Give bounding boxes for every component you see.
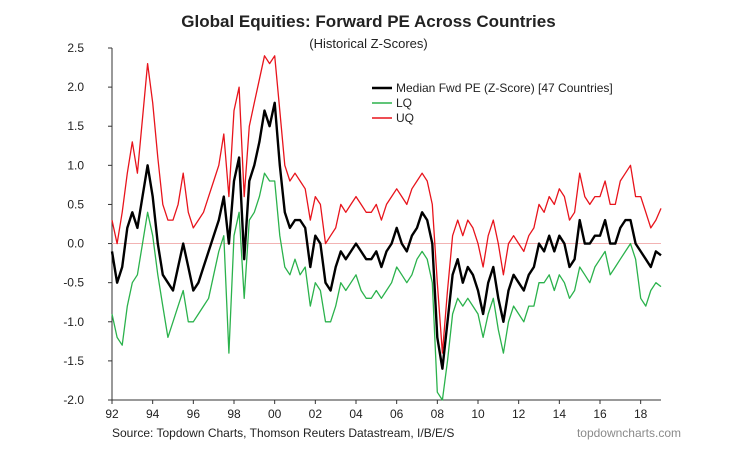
y-tick-label: 1.5 bbox=[67, 119, 84, 133]
x-tick-label: 16 bbox=[593, 407, 607, 421]
x-tick-label: 98 bbox=[227, 407, 241, 421]
y-tick-label: -1.5 bbox=[63, 354, 84, 368]
chart-subtitle: (Historical Z-Scores) bbox=[309, 36, 428, 51]
x-tick-label: 04 bbox=[349, 407, 363, 421]
y-axis: 2.5 2.0 1.5 1.0 0.5 0.0 -0.5 -1.0 -1.5 -2.0 bbox=[63, 41, 113, 407]
x-axis: 92 94 96 98 00 02 04 06 08 10 12 14 16 18 bbox=[105, 399, 661, 421]
x-tick-label: 12 bbox=[512, 407, 526, 421]
y-tick-label: 0.0 bbox=[67, 237, 84, 251]
legend-label: Median Fwd PE (Z-Score) [47 Countries] bbox=[396, 81, 613, 95]
series-line-lq bbox=[111, 172, 662, 401]
legend-label: UQ bbox=[396, 111, 414, 125]
x-tick-label: 10 bbox=[471, 407, 485, 421]
y-tick-label: 2.5 bbox=[67, 41, 84, 55]
x-tick-label: 92 bbox=[105, 407, 119, 421]
series-group bbox=[110, 55, 662, 401]
y-tick-label: 0.5 bbox=[67, 197, 84, 211]
legend: Median Fwd PE (Z-Score) [47 Countries]LQ… bbox=[372, 81, 613, 125]
y-tick-label: 1.0 bbox=[67, 158, 84, 172]
source-note: Source: Topdown Charts, Thomson Reuters … bbox=[112, 426, 455, 440]
x-tick-label: 02 bbox=[309, 407, 323, 421]
y-tick-label: -0.5 bbox=[63, 276, 84, 290]
y-tick-label: -2.0 bbox=[63, 393, 84, 407]
x-tick-label: 14 bbox=[553, 407, 567, 421]
x-tick-label: 00 bbox=[268, 407, 282, 421]
y-tick-label: 2.0 bbox=[67, 80, 84, 94]
chart-title: Global Equities: Forward PE Across Count… bbox=[181, 12, 556, 31]
series-line-uq bbox=[111, 55, 662, 354]
x-tick-label: 94 bbox=[146, 407, 160, 421]
y-tick-label: -1.0 bbox=[63, 315, 84, 329]
legend-label: LQ bbox=[396, 96, 412, 110]
brand-watermark: topdowncharts.com bbox=[576, 426, 681, 440]
series-line-median bbox=[110, 101, 662, 370]
x-tick-label: 96 bbox=[187, 407, 201, 421]
x-tick-label: 08 bbox=[431, 407, 445, 421]
x-tick-label: 18 bbox=[634, 407, 648, 421]
x-tick-label: 06 bbox=[390, 407, 404, 421]
